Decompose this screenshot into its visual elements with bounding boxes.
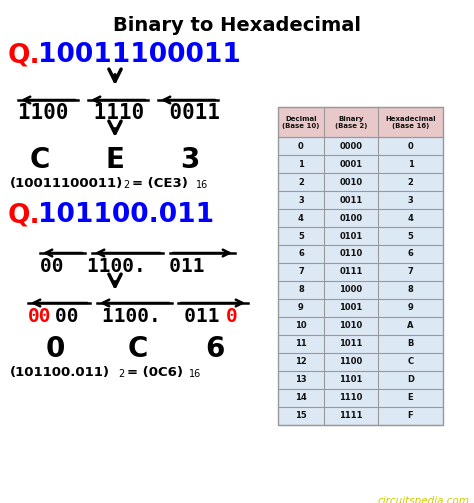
Text: 10011100011: 10011100011	[38, 42, 241, 68]
Text: E: E	[106, 146, 125, 174]
Text: 1: 1	[408, 159, 413, 169]
Text: 00  1100.  011: 00 1100. 011	[40, 257, 204, 276]
Text: 11: 11	[295, 340, 307, 349]
Bar	[278, 107, 443, 137]
Text: 8: 8	[408, 286, 413, 294]
Text: 0: 0	[408, 141, 413, 150]
Text: 1111: 1111	[339, 411, 363, 421]
Text: 0100: 0100	[339, 213, 363, 222]
Text: 1000: 1000	[339, 286, 363, 294]
Text: A: A	[407, 321, 414, 330]
Text: D: D	[407, 376, 414, 384]
Text: (101100.011): (101100.011)	[10, 366, 110, 379]
Text: 16: 16	[189, 369, 201, 379]
Bar	[278, 107, 443, 425]
Text: = (CE3): = (CE3)	[132, 177, 188, 190]
Text: 9: 9	[408, 303, 413, 312]
Bar	[278, 137, 443, 425]
Text: 6: 6	[408, 249, 413, 259]
Text: Binary
(Base 2): Binary (Base 2)	[335, 116, 367, 128]
Text: 5: 5	[298, 231, 304, 240]
Text: E: E	[408, 393, 413, 402]
Text: Q.: Q.	[8, 42, 41, 68]
Text: Q.: Q.	[8, 202, 41, 228]
Text: C: C	[128, 335, 148, 363]
Text: 3: 3	[180, 146, 200, 174]
Text: 3: 3	[298, 196, 304, 205]
Text: 4: 4	[298, 213, 304, 222]
Text: 0110: 0110	[339, 249, 363, 259]
Text: 7: 7	[298, 268, 304, 277]
Text: 7: 7	[408, 268, 413, 277]
Text: 3: 3	[408, 196, 413, 205]
Text: Binary to Hexadecimal: Binary to Hexadecimal	[113, 16, 361, 35]
Text: 0: 0	[226, 307, 238, 326]
Text: C: C	[408, 358, 413, 367]
Text: 5: 5	[408, 231, 413, 240]
Text: 2: 2	[408, 178, 413, 187]
Text: C: C	[30, 146, 50, 174]
Text: 101100.011: 101100.011	[38, 202, 214, 228]
Text: 0111: 0111	[339, 268, 363, 277]
Text: 1100  1110  0011: 1100 1110 0011	[18, 103, 220, 123]
Text: 16: 16	[196, 180, 208, 190]
Text: 2: 2	[123, 180, 129, 190]
Text: 1110: 1110	[339, 393, 363, 402]
Text: circuitspedia.com: circuitspedia.com	[378, 496, 470, 503]
Text: = (0C6): = (0C6)	[127, 366, 183, 379]
Text: 1101: 1101	[339, 376, 363, 384]
Text: (10011100011): (10011100011)	[10, 177, 123, 190]
Text: 0000: 0000	[339, 141, 363, 150]
Text: 15: 15	[295, 411, 307, 421]
Text: 1: 1	[298, 159, 304, 169]
Text: 4: 4	[408, 213, 413, 222]
Text: 00  1100.  011: 00 1100. 011	[55, 307, 219, 326]
Text: Hexadecimal
(Base 16): Hexadecimal (Base 16)	[385, 116, 436, 128]
Text: 0: 0	[298, 141, 304, 150]
Text: B: B	[407, 340, 414, 349]
Text: F: F	[408, 411, 413, 421]
Text: 6: 6	[205, 335, 225, 363]
Text: 13: 13	[295, 376, 307, 384]
Text: 0: 0	[46, 335, 64, 363]
Text: 1001: 1001	[339, 303, 363, 312]
Text: 0101: 0101	[339, 231, 363, 240]
Text: 12: 12	[295, 358, 307, 367]
Text: 9: 9	[298, 303, 304, 312]
Text: 2: 2	[118, 369, 124, 379]
Text: 0001: 0001	[339, 159, 363, 169]
Text: 1010: 1010	[339, 321, 363, 330]
Text: 8: 8	[298, 286, 304, 294]
Text: 10: 10	[295, 321, 307, 330]
Text: 2: 2	[298, 178, 304, 187]
Text: 0011: 0011	[339, 196, 363, 205]
Text: 0010: 0010	[339, 178, 363, 187]
Text: 6: 6	[298, 249, 304, 259]
Text: 14: 14	[295, 393, 307, 402]
Text: 1100: 1100	[339, 358, 363, 367]
Text: 1011: 1011	[339, 340, 363, 349]
Text: Decimal
(Base 10): Decimal (Base 10)	[283, 116, 319, 128]
Text: 00: 00	[28, 307, 52, 326]
